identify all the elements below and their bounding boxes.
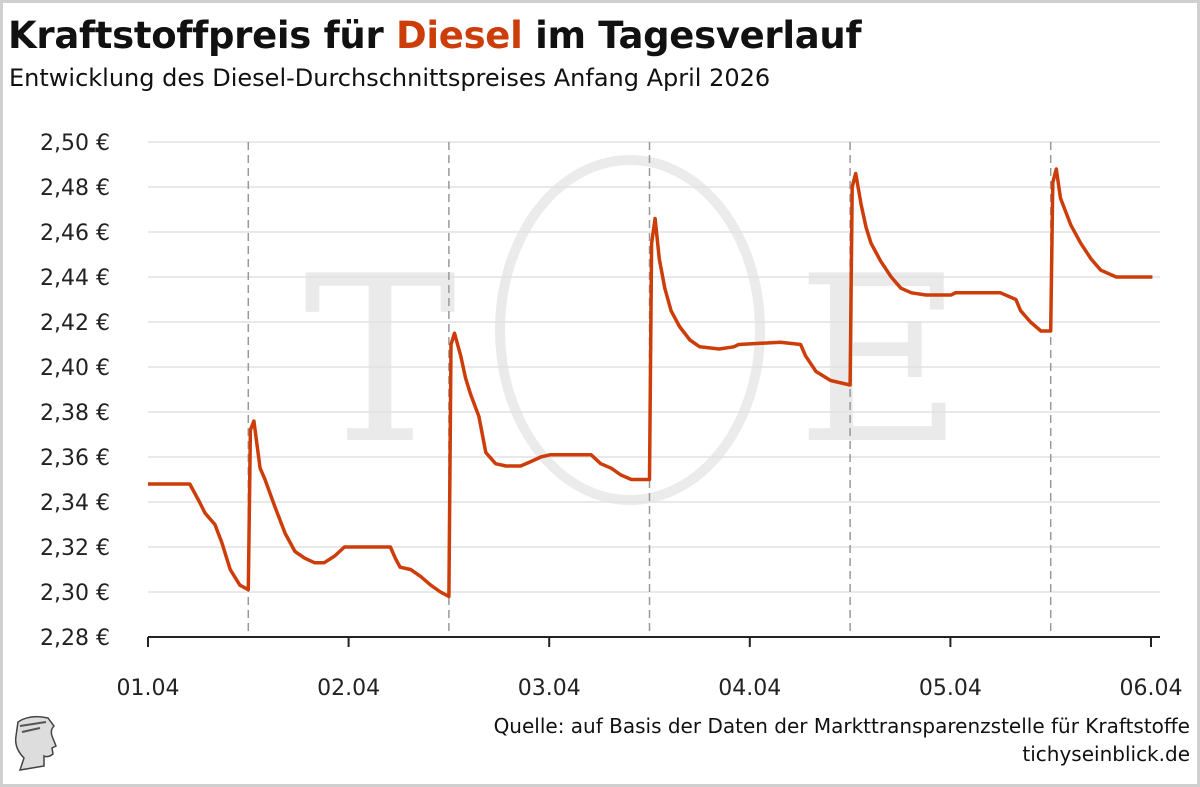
svg-text:E: E [796, 228, 964, 495]
x-tick-label: 04.04 [718, 676, 781, 701]
watermark-logo: T E [303, 155, 964, 505]
site-link[interactable]: tichyseinblick.de [1022, 742, 1190, 766]
y-tick-label: 2,28 € [40, 626, 110, 651]
title-text-end: im Tagesverlauf [522, 14, 862, 57]
y-tick-label: 2,30 € [40, 581, 110, 606]
chart-title: Kraftstoffpreis für Diesel im Tagesverla… [8, 14, 862, 57]
x-tick-label: 06.04 [1120, 676, 1183, 701]
y-tick-label: 2,50 € [40, 131, 110, 156]
te-logo-icon [14, 715, 57, 771]
title-text: Kraftstoffpreis für [8, 14, 396, 57]
source-text: Quelle: auf Basis der Daten der Markttra… [493, 714, 1190, 738]
svg-text:T: T [303, 228, 456, 495]
x-tick-label: 01.04 [117, 676, 180, 701]
title-highlight: Diesel [395, 14, 523, 57]
y-tick-label: 2,40 € [40, 356, 110, 381]
y-tick-label: 2,44 € [40, 266, 110, 291]
y-tick-label: 2,36 € [40, 446, 110, 471]
chart-subtitle: Entwicklung des Diesel-Durchschnittsprei… [9, 64, 771, 92]
diesel-price-line [148, 167, 1153, 599]
x-tick-label: 05.04 [919, 676, 982, 701]
source-note: Quelle: auf Basis der Daten der Markttra… [494, 712, 1190, 768]
y-tick-label: 2,42 € [40, 311, 110, 336]
x-tick-label: 03.04 [518, 676, 581, 701]
y-tick-label: 2,38 € [40, 401, 110, 426]
y-tick-label: 2,48 € [40, 176, 110, 201]
y-tick-label: 2,34 € [40, 491, 110, 516]
y-tick-label: 2,32 € [40, 536, 110, 561]
x-tick-label: 02.04 [317, 676, 380, 701]
y-tick-label: 2,46 € [40, 221, 110, 246]
